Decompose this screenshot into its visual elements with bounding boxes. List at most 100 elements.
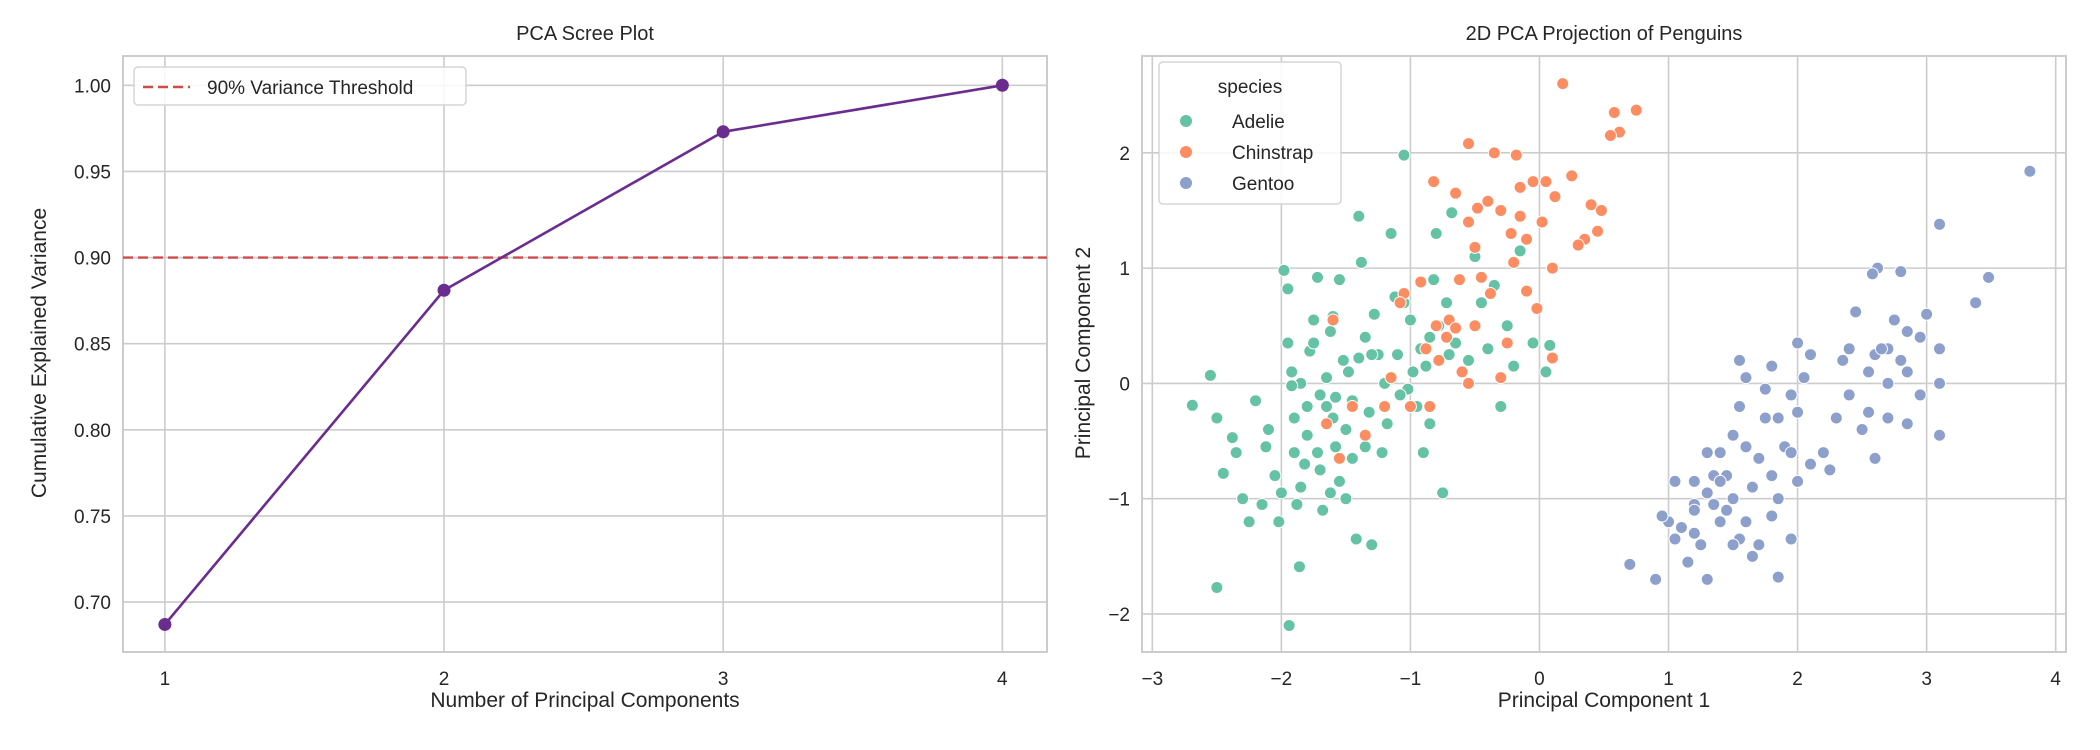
scatter-point <box>1539 365 1553 379</box>
scatter-point <box>1933 217 1947 231</box>
pca-scatter-plot: −3 −2 −1 0 1 2 3 4 −2 −1 0 1 2 species Adelie Chinstrap… <box>1108 55 2067 690</box>
x-tick-label: −3 <box>1141 669 1163 690</box>
x-tick-label: 4 <box>2050 669 2061 690</box>
scatter-point <box>1320 399 1334 413</box>
scatter-point <box>1726 538 1740 552</box>
y-tick-label: 0.85 <box>74 335 111 356</box>
scatter-point <box>1913 388 1927 402</box>
scatter-point <box>1442 348 1456 362</box>
scatter-point <box>1556 77 1570 91</box>
legend: 90% Variance Threshold <box>133 66 467 106</box>
scatter-point <box>1713 515 1727 529</box>
scatter-point <box>1332 474 1346 488</box>
scatter-point <box>1378 399 1392 413</box>
scatter-point <box>1259 440 1273 454</box>
scatter-point <box>1894 265 1908 279</box>
scatter-point <box>1277 263 1291 277</box>
scatter-point <box>1803 457 1817 471</box>
scatter-point <box>1500 336 1514 350</box>
scatter-point <box>1758 382 1772 396</box>
scatter-point <box>1900 325 1914 339</box>
scatter-point <box>1687 526 1701 540</box>
series-chinstrap <box>1320 77 1643 465</box>
scatter-point <box>1545 351 1559 365</box>
scatter-point <box>1765 469 1779 483</box>
scatter-point <box>1784 532 1798 546</box>
scatter-point <box>1384 227 1398 241</box>
scatter-point <box>1784 388 1798 402</box>
scatter-point <box>1933 342 1947 356</box>
scatter-point <box>1752 538 1766 552</box>
scatter-point <box>1461 353 1475 367</box>
scatter-point <box>1320 371 1334 385</box>
scatter-point <box>1414 275 1428 289</box>
series-gentoo <box>1623 164 2037 586</box>
scatter-point <box>1427 273 1441 287</box>
scatter-point <box>1416 446 1430 460</box>
scatter-point <box>1287 411 1301 425</box>
scatter-point <box>1526 336 1540 350</box>
scatter-point <box>1320 417 1334 431</box>
scatter-point <box>1285 379 1299 393</box>
scatter-point <box>1352 209 1366 223</box>
x-tick-label: 1 <box>1663 669 1674 690</box>
legend-marker-adelie <box>1180 115 1192 127</box>
scatter-point <box>1210 580 1224 594</box>
scatter-point <box>1452 273 1466 287</box>
scatter-point <box>1365 348 1379 362</box>
y-tick-label: 2 <box>1119 144 1130 165</box>
scatter-point <box>1494 203 1508 217</box>
scatter-point <box>1803 348 1817 362</box>
scatter-point <box>1629 103 1643 117</box>
scatter-point <box>1313 463 1327 477</box>
scatter-point <box>1881 411 1895 425</box>
scatter-point <box>1607 105 1621 119</box>
scatter-point <box>1329 390 1343 404</box>
scatter-point <box>1300 399 1314 413</box>
scatter-point <box>1249 394 1263 408</box>
scatter-point <box>1713 474 1727 488</box>
scatter-point <box>1784 446 1798 460</box>
axes-frame <box>1141 55 2067 653</box>
x-tick-label: 3 <box>718 669 729 690</box>
scatter-point <box>1565 169 1579 183</box>
scatter-point <box>1816 446 1830 460</box>
scatter-point <box>1894 353 1908 367</box>
scatter-point <box>1341 365 1355 379</box>
scatter-point <box>1274 486 1288 500</box>
scatter-point <box>1674 520 1688 534</box>
scatter-point <box>1397 148 1411 162</box>
y-tick-label: 1.00 <box>74 76 111 97</box>
scatter-point <box>1474 296 1488 310</box>
scatter-point <box>1700 486 1714 500</box>
x-tick-label: 2 <box>439 669 450 690</box>
scatter-point <box>1474 270 1488 284</box>
scatter-point <box>1649 572 1663 586</box>
scatter-point <box>1345 451 1359 465</box>
scatter-xlabel: Principal Component 1 <box>1498 689 1710 712</box>
x-tick-label: 1 <box>160 669 171 690</box>
scatter-point <box>1242 515 1256 529</box>
x-tick-label: −2 <box>1271 669 1293 690</box>
scatter-point <box>1358 330 1372 344</box>
legend-label-gentoo: Gentoo <box>1232 174 1294 195</box>
scatter-point <box>1791 405 1805 419</box>
scatter-point <box>1842 388 1856 402</box>
data-point <box>716 125 730 139</box>
scatter-point <box>1758 411 1772 425</box>
scatter-point <box>1345 399 1359 413</box>
scatter-point <box>1504 227 1518 241</box>
scatter-point <box>1603 129 1617 143</box>
scatter-point <box>1365 538 1379 552</box>
y-tick-label: 0 <box>1119 374 1130 395</box>
scatter-point <box>1733 353 1747 367</box>
scatter-point <box>1668 532 1682 546</box>
scatter-point <box>1449 321 1463 335</box>
scatter-point <box>1423 330 1437 344</box>
scatter-point <box>1403 313 1417 327</box>
scatter-point <box>1765 509 1779 523</box>
scatter-point <box>1323 325 1337 339</box>
scatter-point <box>1745 480 1759 494</box>
scatter-point <box>1494 371 1508 385</box>
